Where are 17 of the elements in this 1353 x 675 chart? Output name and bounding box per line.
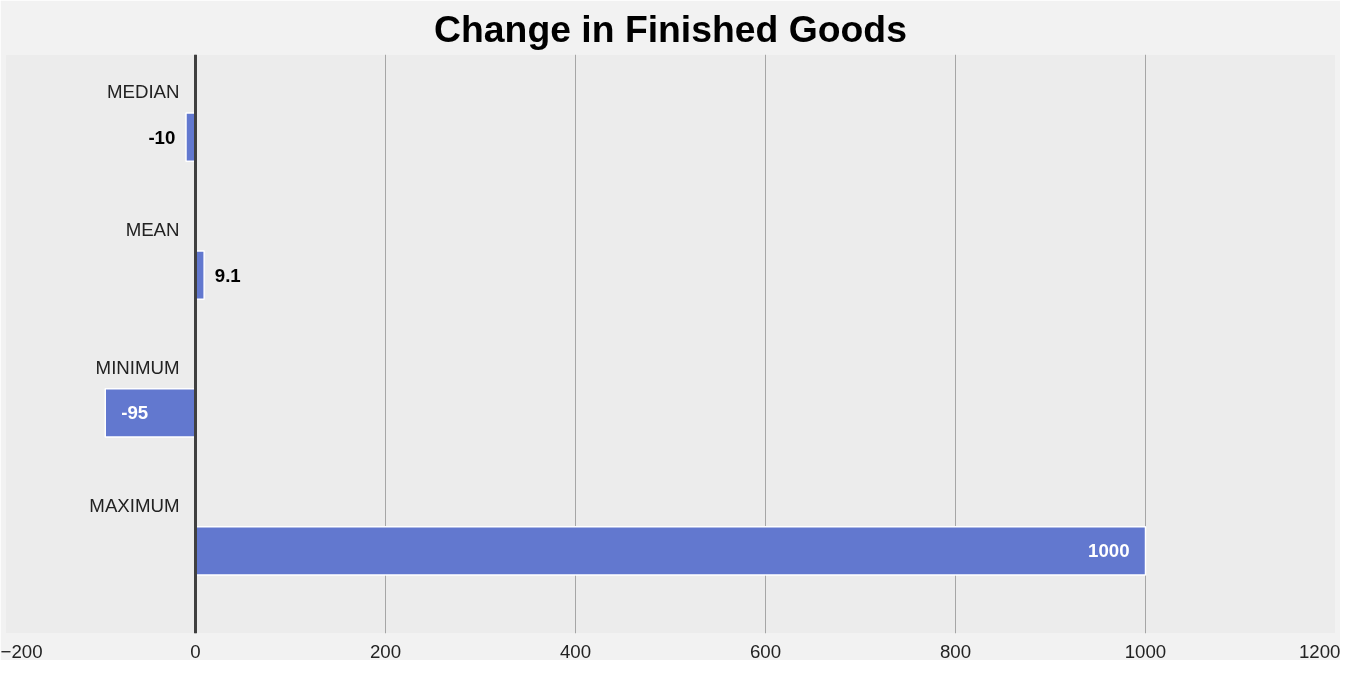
- x-tick-label: 800: [939, 640, 972, 662]
- x-tick-label: 400: [559, 640, 592, 662]
- y-tick-label: MEDIAN: [106, 81, 180, 103]
- x-tick-label: −200: [0, 640, 43, 662]
- chart-title: Change in Finished Goods: [434, 7, 907, 50]
- x-tick-label: 0: [190, 640, 201, 662]
- x-tick-label: 1000: [1124, 640, 1167, 662]
- data-label: 9.1: [214, 264, 241, 286]
- data-label: -95: [121, 402, 149, 424]
- y-tick-label: MEAN: [125, 219, 180, 241]
- data-label: 1000: [1088, 540, 1130, 562]
- x-tick-label: 1200: [1299, 640, 1341, 662]
- x-tick-label: 200: [369, 640, 402, 662]
- data-label: -10: [148, 126, 176, 148]
- y-tick-label: MINIMUM: [95, 356, 180, 378]
- y-tick-label: MAXIMUM: [89, 494, 180, 516]
- x-tick-label: 600: [749, 640, 782, 662]
